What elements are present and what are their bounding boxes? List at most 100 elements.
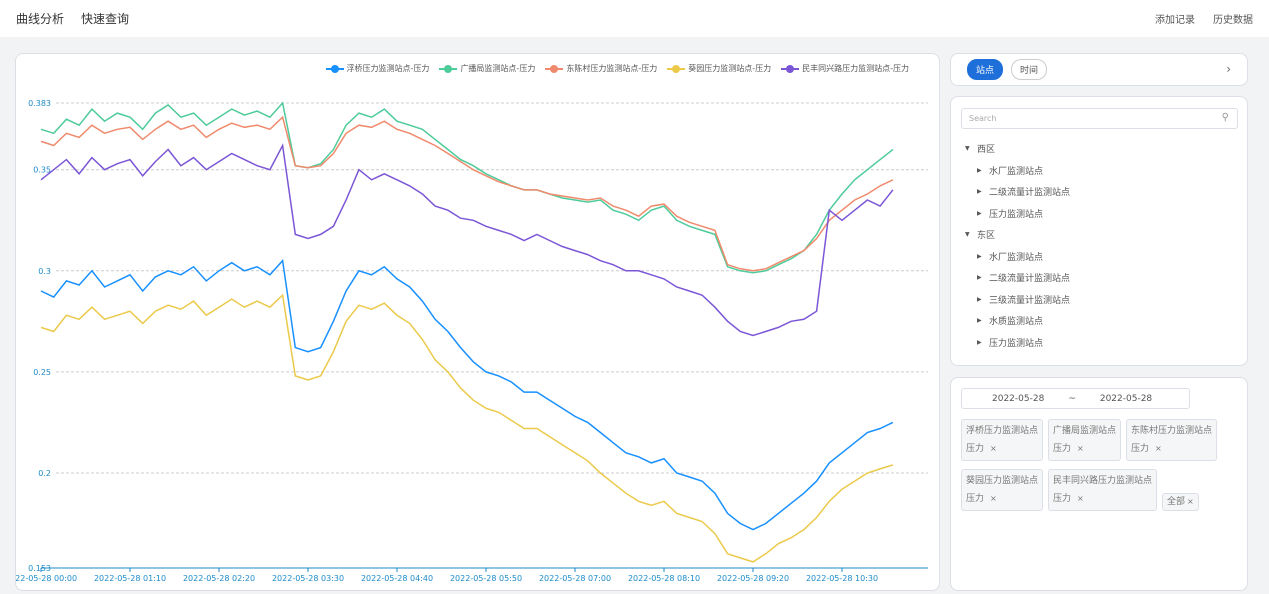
legend-label: 东陈村压力监测站点-压力 (566, 64, 658, 73)
legend-marker-icon (325, 64, 344, 73)
tree-item[interactable]: ▶ 二级流量计监测站点 (965, 181, 1070, 203)
tag-metric: 压力 (966, 494, 985, 504)
x-tick-label: 2022-05-28 00:00 (16, 574, 77, 583)
y-tick-label: 0.3 (38, 267, 51, 276)
close-icon[interactable]: × (1077, 494, 1084, 503)
selected-tag: 葵园压力监测站点 压力 × (961, 469, 1044, 511)
search-placeholder: Search (969, 114, 997, 123)
tag-station: 民丰同兴路压力监测站点 (1053, 476, 1153, 486)
tag-station: 浮桥压力监测站点 (966, 426, 1039, 436)
series-line (40, 259, 894, 531)
date-range-picker[interactable]: 2022-05-28 ~ 2022-05-28 (961, 388, 1190, 409)
tree-item-label: 水厂监测站点 (989, 166, 1044, 177)
chart-legend: 浮桥压力监测站点-压力 广播局监测站点-压力 东陈村压力监测站点-压力 葵园压力监测站… (325, 63, 909, 74)
legend-marker-icon (545, 64, 564, 73)
tree-item-label: 水质监测站点 (989, 317, 1044, 328)
close-icon[interactable]: × (1155, 444, 1162, 453)
tag-metric: 压力 (966, 444, 985, 454)
legend-item[interactable]: 东陈村压力监测站点-压力 (545, 63, 657, 74)
date-end: 2022-05-28 (1099, 393, 1153, 404)
close-icon[interactable]: × (1187, 497, 1194, 506)
tag-station: 葵园压力监测站点 (966, 476, 1039, 486)
tag-station: 广播局监测站点 (1053, 426, 1117, 436)
tree-item[interactable]: ▶ 水厂监测站点 (965, 246, 1070, 268)
y-tick-label: 0.383 (28, 99, 51, 108)
nav-curve-analysis[interactable]: 曲线分析 (16, 12, 65, 26)
line-chart: 0.153 0.2 0.25 0.3 0.35 0.383 2022-05-28 00:00… (16, 99, 928, 583)
tree-item-label: 水厂监测站点 (989, 252, 1044, 263)
all-label: 全部 (1167, 497, 1186, 507)
all-tag[interactable]: 全部 × (1162, 493, 1199, 511)
series-line (40, 293, 894, 563)
close-icon[interactable]: × (990, 494, 997, 503)
tree-item[interactable]: ▶ 三级流量计监测站点 (965, 289, 1070, 311)
history-data-link[interactable]: 历史数据 (1213, 15, 1253, 26)
x-tick-label: 2022-05-28 03:30 (272, 574, 344, 583)
tag-station: 东陈村压力监测站点 (1131, 426, 1213, 436)
legend-marker-icon (667, 64, 686, 73)
tree-item[interactable]: ▶ 二级流量计监测站点 (965, 267, 1070, 289)
tree-group[interactable]: ▼ 东区 (965, 224, 1070, 246)
tree-group[interactable]: ▼ 西区 (965, 138, 1070, 160)
tree-item-label: 压力监测站点 (989, 209, 1044, 220)
tab-time[interactable]: 时间 (1011, 59, 1048, 80)
x-tick-label: 2022-05-28 10:30 (806, 574, 878, 583)
legend-marker-icon (439, 64, 458, 73)
search-input[interactable]: Search ⚲ (961, 108, 1238, 129)
date-start: 2022-05-28 (992, 393, 1045, 404)
filter-tabs: 站点 时间 › (950, 53, 1248, 86)
caret-right-icon: ▶ (977, 166, 982, 174)
x-tick-label: 2022-05-28 08:10 (628, 574, 700, 583)
legend-item[interactable]: 浮桥压力监测站点-压力 (325, 63, 430, 74)
caret-right-icon: ▶ (977, 209, 982, 217)
top-bar: 曲线分析 快速查询 添加记录 历史数据 (0, 0, 1269, 37)
legend-item[interactable]: 民丰同兴路压力监测站点-压力 (781, 63, 909, 74)
selected-tag: 民丰同兴路压力监测站点 压力 × (1048, 469, 1158, 511)
selection-panel: 2022-05-28 ~ 2022-05-28 浮桥压力监测站点 压力 × 广播局监测… (950, 377, 1248, 591)
caret-down-icon: ▼ (965, 231, 970, 239)
tag-metric: 压力 (1053, 444, 1072, 454)
caret-right-icon: ▶ (977, 295, 982, 303)
caret-right-icon: ▶ (977, 188, 982, 196)
search-icon: ⚲ (1221, 112, 1229, 123)
legend-item[interactable]: 广播局监测站点-压力 (439, 63, 535, 74)
date-separator: ~ (1068, 393, 1076, 404)
caret-right-icon: ▶ (977, 338, 982, 346)
caret-right-icon: ▶ (977, 252, 982, 260)
y-tick-label: 0.35 (33, 166, 51, 175)
tree-group-label: 西区 (977, 145, 996, 156)
legend-label: 民丰同兴路压力监测站点-压力 (802, 64, 909, 73)
selected-tags: 浮桥压力监测站点 压力 × 广播局监测站点 压力 × 东陈村压力监测站点 压力 × 葵园压力监测站… (961, 419, 1241, 511)
tree-item[interactable]: ▶ 水厂监测站点 (965, 160, 1070, 182)
tag-metric: 压力 (1131, 444, 1150, 454)
legend-label: 葵园压力监测站点-压力 (688, 64, 772, 73)
caret-down-icon: ▼ (965, 145, 970, 153)
legend-item[interactable]: 葵园压力监测站点-压力 (667, 63, 771, 74)
close-icon[interactable]: × (1077, 444, 1084, 453)
x-tick-label: 2022-05-28 02:20 (183, 574, 255, 583)
tag-metric: 压力 (1053, 494, 1072, 504)
tree-item[interactable]: ▶ 水质监测站点 (965, 310, 1070, 332)
close-icon[interactable]: × (990, 444, 997, 453)
tree-item[interactable]: ▶ 压力监测站点 (965, 203, 1070, 225)
series-line (40, 101, 894, 274)
chart-panel: 0.153 0.2 0.25 0.3 0.35 0.383 2022-05-28 00:00… (15, 53, 940, 591)
nav-quick-query[interactable]: 快速查询 (81, 12, 130, 26)
station-tree-panel: Search ⚲ ▼ 西区 ▶ 水厂监测站点 ▶ 二级流量计监测站点 ▶ 压力监测站点 ▼ 东区 ▶ 水… (950, 96, 1248, 366)
series-line (40, 143, 894, 337)
caret-right-icon: ▶ (977, 317, 982, 325)
tree-item-label: 二级流量计监测站点 (989, 274, 1071, 285)
selected-tag: 浮桥压力监测站点 压力 × (961, 419, 1044, 461)
x-tick-label: 2022-05-28 01:10 (94, 574, 166, 583)
add-record-link[interactable]: 添加记录 (1155, 15, 1195, 26)
tree-group-label: 东区 (977, 231, 996, 242)
tree-item[interactable]: ▶ 压力监测站点 (965, 332, 1070, 354)
chevron-right-icon[interactable]: › (1226, 62, 1231, 76)
tree-item-label: 三级流量计监测站点 (989, 295, 1071, 306)
legend-label: 浮桥压力监测站点-压力 (346, 64, 430, 73)
station-tree: ▼ 西区 ▶ 水厂监测站点 ▶ 二级流量计监测站点 ▶ 压力监测站点 ▼ 东区 ▶ 水厂监测站点 ▶ 二级… (965, 138, 1070, 353)
tab-station[interactable]: 站点 (967, 59, 1004, 80)
selected-tag: 广播局监测站点 压力 × (1048, 419, 1122, 461)
selected-tag: 东陈村压力监测站点 压力 × (1126, 419, 1218, 461)
y-tick-label: 0.2 (38, 469, 51, 478)
